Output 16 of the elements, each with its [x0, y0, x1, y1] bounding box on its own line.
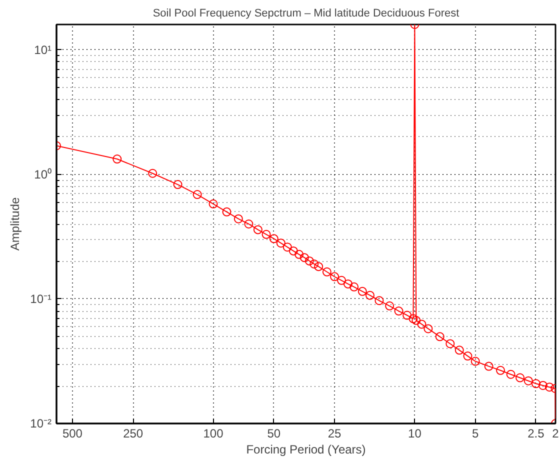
x-tick-label: 2.5 [528, 426, 545, 440]
x-tick-label: 250 [123, 426, 144, 440]
x-tick-label: 500 [62, 426, 83, 440]
chart-title: Soil Pool Frequency Sepctrum – Mid latitude Deciduous Forest [152, 8, 460, 20]
x-tick-label: 25 [328, 426, 342, 440]
y-tick-label: 10⁻² [30, 416, 52, 430]
x-tick-label: 50 [267, 426, 281, 440]
x-tick-label: 5 [472, 426, 479, 440]
y-tick-label: 10¹ [34, 42, 52, 57]
y-axis-title: Amplitude [8, 196, 22, 251]
y-tick-label: 10⁻¹ [30, 292, 52, 306]
y-tick-label: 10⁰ [34, 167, 52, 182]
x-axis-title: Forcing Period (Years) [246, 442, 366, 456]
x-tick-label: 10 [408, 426, 422, 440]
x-tick-label: 100 [203, 426, 224, 440]
x-tick-label: 2 [552, 426, 560, 440]
